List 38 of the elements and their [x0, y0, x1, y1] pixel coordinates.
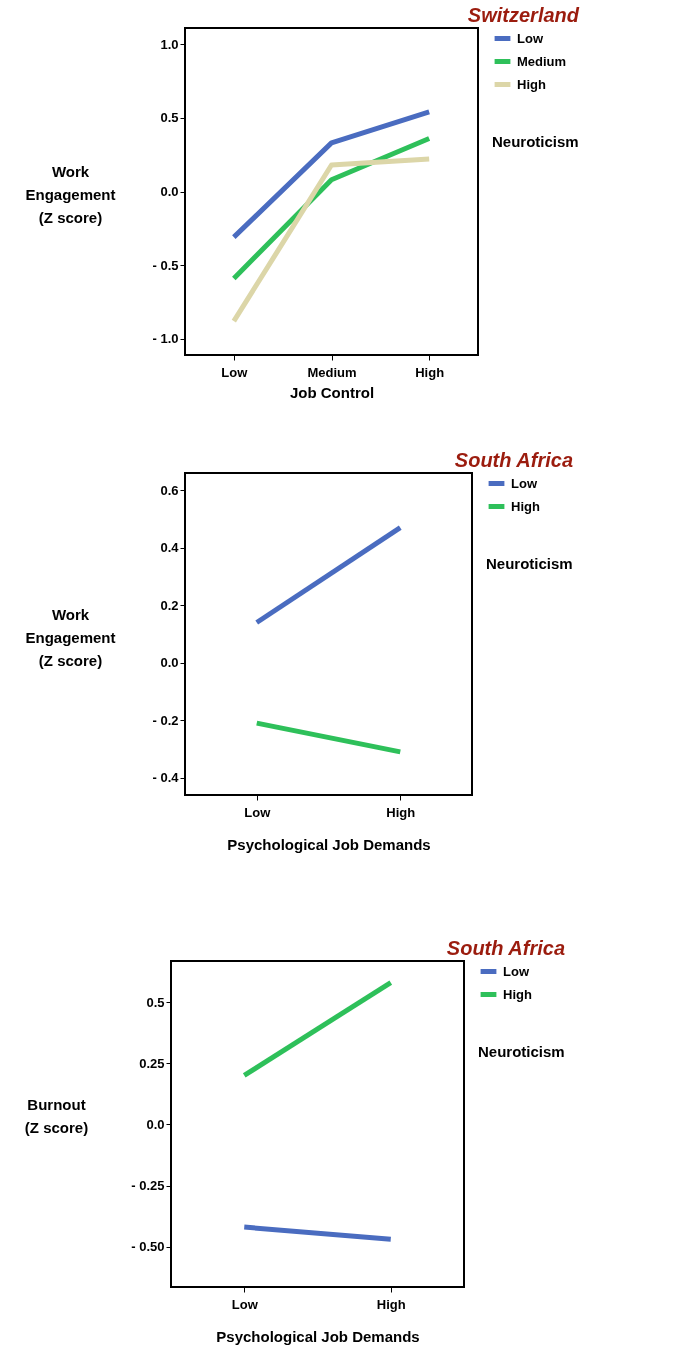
x-axis-title: Psychological Job Demands — [227, 835, 431, 853]
legend-label: Medium — [517, 53, 567, 69]
y-tick-label: - 0.25 — [131, 1178, 165, 1194]
legend-title: Neuroticism — [492, 133, 579, 150]
y-axis-title: Work Engagement (Z score) — [25, 605, 116, 669]
y-tick-label: 0.0 — [160, 655, 179, 671]
y-tick-label: - 0.5 — [152, 257, 179, 273]
y-tick-label: 0.0 — [160, 184, 179, 199]
legend-label: High — [511, 498, 540, 514]
text: Switzerland — [467, 4, 580, 26]
y-tick-label: 0.6 — [160, 482, 179, 498]
y-tick-label: - 0.2 — [152, 712, 179, 728]
legend-label: Low — [517, 30, 544, 46]
y-tick-label: - 0.4 — [152, 770, 180, 786]
y-tick-label: 0.25 — [139, 1055, 165, 1071]
x-tick-label: High — [415, 364, 445, 380]
text: South Africa — [446, 937, 565, 959]
legend-label: High — [503, 986, 532, 1002]
y-tick-label: 0.4 — [160, 540, 180, 556]
x-tick-label: Low — [221, 364, 249, 380]
legend-title: Neuroticism — [478, 1043, 565, 1060]
y-tick-label: - 0.50 — [131, 1239, 165, 1255]
legend-label: Low — [503, 963, 530, 979]
x-tick-label: Medium — [307, 364, 357, 380]
y-axis-title: Burnout (Z score) — [24, 1095, 89, 1136]
y-tick-label: 0.2 — [160, 597, 179, 613]
x-axis-title: Psychological Job Demands — [216, 1327, 420, 1345]
x-axis-title: Job Control — [289, 383, 375, 401]
y-tick-label: 0.5 — [146, 994, 165, 1010]
legend-label: Low — [511, 475, 538, 491]
y-tick-label: 0.0 — [146, 1116, 165, 1132]
y-tick-label: - 1.0 — [152, 331, 179, 347]
y-axis-title: Work Engagement (Z score) — [25, 163, 116, 226]
text: South Africa — [454, 449, 573, 471]
y-tick-label: 0.5 — [160, 110, 179, 126]
legend-title: Neuroticism — [486, 555, 573, 572]
legend-label: High — [517, 76, 546, 92]
y-tick-label: 1.0 — [160, 36, 179, 52]
